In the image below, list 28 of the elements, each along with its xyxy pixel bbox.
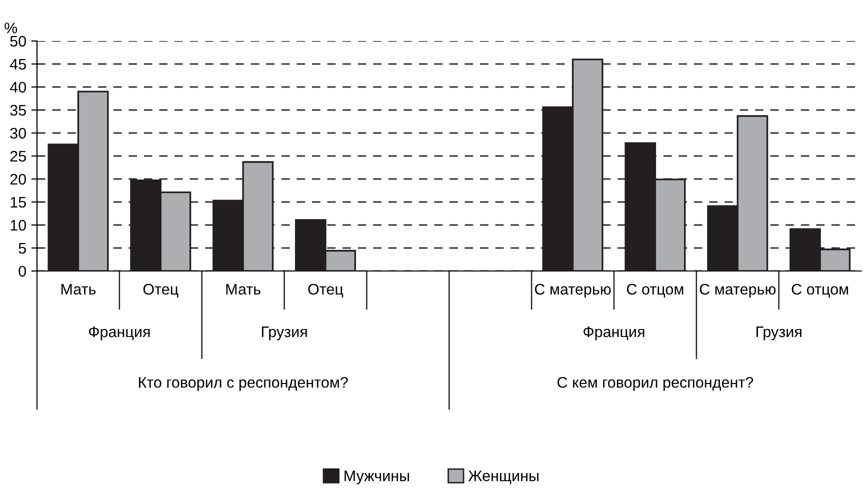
text: Грузия	[756, 326, 802, 340]
x-tick-label: Мать	[226, 284, 260, 295]
text: Франция	[89, 326, 150, 340]
text: С кем говорил респондент?	[558, 376, 754, 391]
x-tick-label: Отец	[143, 284, 178, 298]
y-tick-label: 45	[10, 59, 26, 70]
y-tick-label: 10	[10, 220, 26, 231]
y-tick-label: 20	[10, 174, 26, 185]
text: Грузия	[262, 326, 307, 340]
x-tick-label: Мать	[61, 284, 96, 295]
legend-label: Мужчины	[344, 470, 409, 484]
x-tick-label: С матерью	[700, 284, 776, 298]
y-tick-label: 15	[10, 197, 26, 208]
y-tick-label: 25	[10, 150, 26, 162]
text: Франция	[584, 326, 644, 340]
x-tick-label: С матерью	[534, 284, 611, 298]
y-tick-label: 30	[10, 128, 26, 139]
y-tick-label: 40	[10, 82, 26, 93]
y-tick-label: 35	[10, 104, 26, 116]
y-tick-label: 50	[10, 36, 26, 47]
y-axis-title: %	[4, 22, 18, 34]
y-tick-label: 5	[18, 243, 26, 254]
x-tick-label: С отцом	[792, 284, 848, 298]
x-tick-label: С отцом	[626, 284, 684, 298]
x-tick-label: Отец	[308, 284, 344, 298]
legend-label: Женщины	[468, 470, 538, 484]
y-tick-label: 0	[18, 266, 26, 277]
text: Кто говорил с респондентом?	[138, 376, 348, 391]
